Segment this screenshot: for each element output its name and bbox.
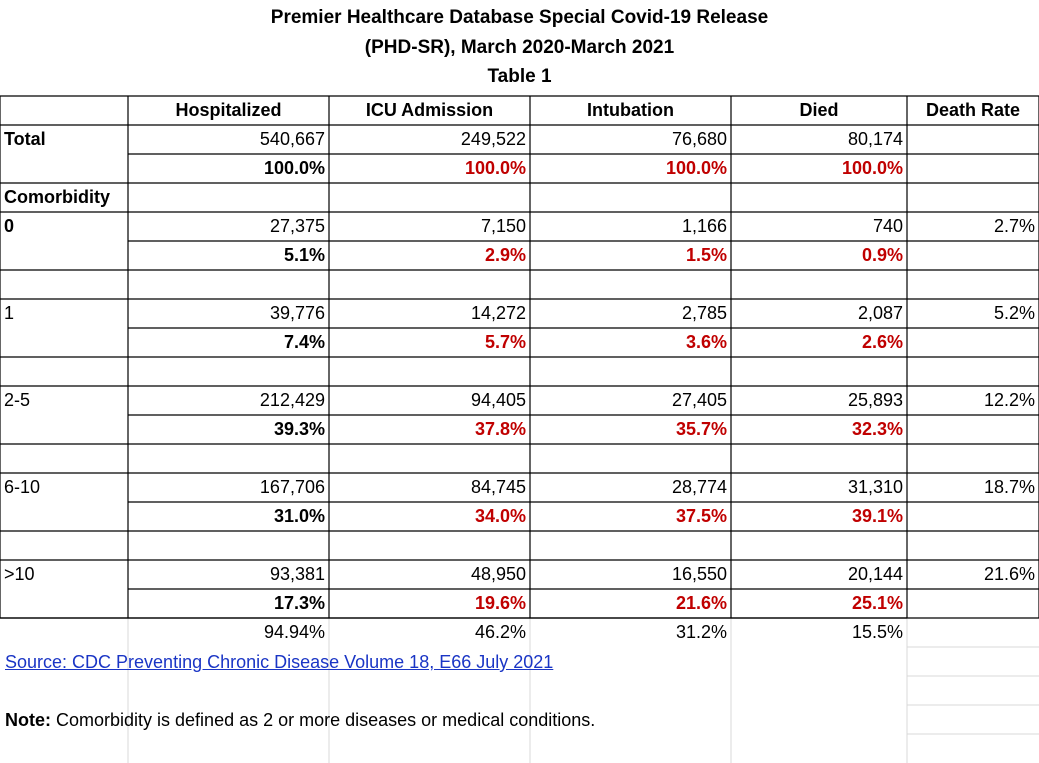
death-rate-cell: 5.2% [993, 303, 1035, 323]
percent-cell: 25.1% [851, 593, 903, 613]
count-cell: 80,174 [847, 129, 903, 149]
percent-cell: 5.7% [484, 332, 526, 352]
count-cell: 84,745 [470, 477, 526, 497]
row-label-group: 1 [4, 303, 15, 323]
count-cell: 94,405 [470, 390, 526, 410]
note-text: Comorbidity is defined as 2 or more dise… [51, 710, 596, 730]
percent-cell: 17.3% [273, 593, 325, 613]
column-header: Death Rate [925, 100, 1021, 120]
percent-cell: 39.3% [273, 419, 325, 439]
row-label-comorbidity: Comorbidity [4, 187, 110, 207]
summary-cell: 94.94% [263, 622, 325, 642]
count-cell: 212,429 [259, 390, 325, 410]
percent-cell: 34.0% [474, 506, 526, 526]
count-cell: 16,550 [671, 564, 727, 584]
percent-cell: 100.0% [665, 158, 727, 178]
count-cell: 25,893 [847, 390, 903, 410]
death-rate-cell: 18.7% [983, 477, 1035, 497]
row-label-total: Total [4, 129, 46, 149]
percent-cell: 100.0% [263, 158, 325, 178]
count-cell: 249,522 [460, 129, 526, 149]
count-cell: 20,144 [847, 564, 903, 584]
summary-cell: 46.2% [474, 622, 526, 642]
count-cell: 39,776 [269, 303, 325, 323]
note-label: Note: [5, 710, 51, 730]
count-cell: 27,405 [671, 390, 727, 410]
table-subtitle: (PHD-SR), March 2020-March 2021 [364, 37, 675, 58]
count-cell: 27,375 [269, 216, 325, 236]
percent-cell: 100.0% [841, 158, 903, 178]
percent-cell: 37.5% [675, 506, 727, 526]
percent-cell: 2.6% [861, 332, 903, 352]
table-label: Table 1 [487, 66, 552, 87]
percent-cell: 100.0% [464, 158, 526, 178]
percent-cell: 39.1% [851, 506, 903, 526]
percent-cell: 21.6% [675, 593, 727, 613]
footnote: Note: Comorbidity is defined as 2 or mor… [5, 706, 595, 735]
count-cell: 167,706 [259, 477, 325, 497]
death-rate-cell: 2.7% [993, 216, 1035, 236]
percent-cell: 0.9% [861, 245, 903, 265]
count-cell: 14,272 [470, 303, 526, 323]
count-cell: 31,310 [847, 477, 903, 497]
count-cell: 93,381 [269, 564, 325, 584]
row-label-group: 0 [4, 216, 15, 236]
count-cell: 7,150 [480, 216, 526, 236]
percent-cell: 3.6% [685, 332, 727, 352]
percent-cell: 1.5% [685, 245, 727, 265]
row-label-group: >10 [4, 564, 35, 584]
count-cell: 2,785 [681, 303, 727, 323]
percent-cell: 35.7% [675, 419, 727, 439]
percent-cell: 2.9% [484, 245, 526, 265]
percent-cell: 32.3% [851, 419, 903, 439]
count-cell: 28,774 [671, 477, 727, 497]
row-label-group: 2-5 [4, 390, 31, 410]
percent-cell: 37.8% [474, 419, 526, 439]
percent-cell: 5.1% [283, 245, 325, 265]
count-cell: 48,950 [470, 564, 526, 584]
column-header: ICU Admission [365, 100, 494, 120]
percent-cell: 31.0% [273, 506, 325, 526]
count-cell: 540,667 [259, 129, 325, 149]
source-link[interactable]: Source: CDC Preventing Chronic Disease V… [5, 652, 554, 672]
summary-cell: 15.5% [851, 622, 903, 642]
count-cell: 1,166 [681, 216, 727, 236]
column-header: Died [799, 100, 839, 120]
summary-cell: 31.2% [675, 622, 727, 642]
column-header: Hospitalized [175, 100, 282, 120]
percent-cell: 7.4% [283, 332, 325, 352]
death-rate-cell: 12.2% [983, 390, 1035, 410]
count-cell: 76,680 [671, 129, 727, 149]
count-cell: 740 [872, 216, 903, 236]
column-header: Intubation [587, 100, 674, 120]
row-label-group: 6-10 [4, 477, 41, 497]
percent-cell: 19.6% [474, 593, 526, 613]
table-title: Premier Healthcare Database Special Covi… [270, 7, 769, 28]
death-rate-cell: 21.6% [983, 564, 1035, 584]
count-cell: 2,087 [857, 303, 903, 323]
